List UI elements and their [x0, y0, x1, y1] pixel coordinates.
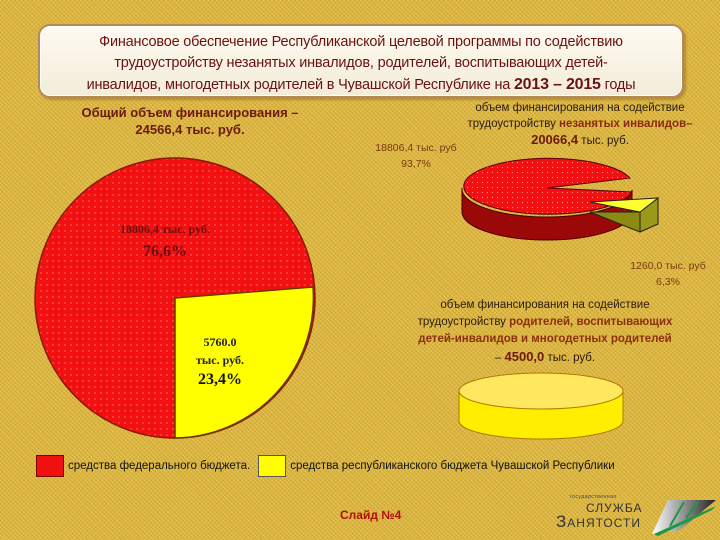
- slide-number: Слайд №4: [340, 508, 402, 522]
- disabled-3d-pie-chart: [461, 157, 660, 241]
- main-pie-chart: [34, 157, 316, 439]
- disabled-funding-title: объем финансирования на содействие трудо…: [467, 102, 693, 147]
- parents-funding-title: объем финансирования на содействие трудо…: [417, 299, 673, 364]
- title-line-1: Финансовое обеспечение Республиканской ц…: [99, 34, 623, 50]
- logo-emblem-icon: [652, 500, 716, 536]
- disabled-republic-label: 1260,0 тыс. руб 6,3%: [630, 260, 706, 288]
- legend: средства федерального бюджета. средства …: [36, 455, 615, 477]
- title-line-3: инвалидов, многодетных родителей в Чуваш…: [86, 76, 636, 93]
- total-funding-label: Общий объем финансирования – 24566,4 тыс…: [81, 105, 299, 137]
- disabled-federal-label: 18806,4 тыс. руб 93,7%: [375, 142, 457, 170]
- title-line-2: трудоустройству незанятых инвалидов, род…: [114, 55, 608, 71]
- title-box: Финансовое обеспечение Республиканской ц…: [38, 24, 684, 98]
- legend-label-republic: средства республиканского бюджета Чувашс…: [290, 460, 615, 472]
- 3d-slice-federal: [463, 157, 633, 215]
- 3d-slice-republic: [589, 197, 660, 213]
- 3d-slice-republic-full: [458, 372, 624, 410]
- legend-label-federal: средства федерального бюджета.: [68, 460, 251, 472]
- republic-slice-label: 5760.0 тыс. руб. 23,4%: [196, 335, 244, 388]
- parents-3d-pie-chart: [458, 372, 624, 440]
- title-years: 2013 – 2015: [513, 76, 601, 93]
- employment-service-logo: государственная СЛУЖБА ЗАНЯТОСТИ: [552, 492, 720, 536]
- legend-swatch-federal: [36, 455, 64, 477]
- pie-slice-republic: [174, 286, 315, 439]
- legend-swatch-republic: [258, 455, 287, 477]
- federal-slice-label: 18806,4 тыс. руб. 76,6%: [120, 222, 210, 260]
